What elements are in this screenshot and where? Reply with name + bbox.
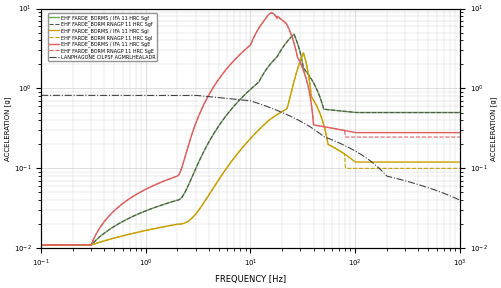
LANPHAGONE CILPSF AGMRLHEALADR xyxy=(448,195,454,198)
EHF FARDE_BORMS / IFA 11 HRC SgE xyxy=(217,76,223,79)
EHF FARDE_BORMS / IFA 11 HRC Sgl xyxy=(300,51,306,54)
LANPHAGONE CILPSF AGMRLHEALADR xyxy=(111,94,117,97)
Line: EHF FARDE_BORM RNAGP 11 HRC Sgl: EHF FARDE_BORM RNAGP 11 HRC Sgl xyxy=(41,53,460,245)
Line: LANPHAGONE CILPSF AGMRLHEALADR: LANPHAGONE CILPSF AGMRLHEALADR xyxy=(41,95,460,200)
EHF FARDE_BORMS / IFA 11 HRC SgE xyxy=(199,107,205,111)
EHF FARDE_BORM RNAGP 11 HRC SgE xyxy=(217,76,223,79)
EHF FARDE_BORM RNAGP 11 HRC Sgl xyxy=(404,167,410,170)
EHF FARDE_BORM RNAGP 11 HRC Sgf xyxy=(111,225,117,228)
EHF FARDE_BORM RNAGP 11 HRC Sgf xyxy=(38,243,44,247)
X-axis label: FREQUENCY [Hz]: FREQUENCY [Hz] xyxy=(215,275,286,284)
EHF FARDE_BORMS / IFA 11 HRC SgE xyxy=(457,131,463,134)
EHF FARDE_BORM RNAGP 11 HRC Sgf xyxy=(457,111,463,114)
Line: EHF FARDE_BORMS / IFA 11 HRC Sgf: EHF FARDE_BORMS / IFA 11 HRC Sgf xyxy=(41,34,460,245)
EHF FARDE_BORM RNAGP 11 HRC Sgl xyxy=(217,176,223,180)
EHF FARDE_BORMS / IFA 11 HRC Sgl xyxy=(86,243,92,247)
EHF FARDE_BORMS / IFA 11 HRC Sgf xyxy=(291,32,297,36)
Legend: EHF FARDE_BORMS / IFA 11 HRC Sgf, EHF FARDE_BORM RNAGP 11 HRC Sgf, EHF FARDE_BOR: EHF FARDE_BORMS / IFA 11 HRC Sgf, EHF FA… xyxy=(48,14,157,61)
EHF FARDE_BORM RNAGP 11 HRC SgE xyxy=(111,209,117,213)
EHF FARDE_BORMS / IFA 11 HRC Sgl xyxy=(111,236,117,240)
Line: EHF FARDE_BORM RNAGP 11 HRC SgE: EHF FARDE_BORM RNAGP 11 HRC SgE xyxy=(41,13,460,245)
EHF FARDE_BORM RNAGP 11 HRC Sgl xyxy=(38,243,44,247)
Y-axis label: ACCELERATION [g]: ACCELERATION [g] xyxy=(490,96,497,161)
LANPHAGONE CILPSF AGMRLHEALADR xyxy=(86,94,92,97)
LANPHAGONE CILPSF AGMRLHEALADR xyxy=(403,179,409,183)
LANPHAGONE CILPSF AGMRLHEALADR xyxy=(38,94,44,97)
EHF FARDE_BORMS / IFA 11 HRC Sgl xyxy=(404,160,410,164)
EHF FARDE_BORMS / IFA 11 HRC Sgf xyxy=(111,225,117,228)
EHF FARDE_BORM RNAGP 11 HRC SgE xyxy=(199,107,205,111)
EHF FARDE_BORM RNAGP 11 HRC Sgf xyxy=(291,33,297,36)
EHF FARDE_BORM RNAGP 11 HRC SgE xyxy=(86,243,92,247)
EHF FARDE_BORM RNAGP 11 HRC Sgl xyxy=(199,204,205,208)
Line: EHF FARDE_BORM RNAGP 11 HRC Sgf: EHF FARDE_BORM RNAGP 11 HRC Sgf xyxy=(41,34,460,245)
EHF FARDE_BORM RNAGP 11 HRC Sgl xyxy=(457,167,463,170)
EHF FARDE_BORMS / IFA 11 HRC SgE xyxy=(111,209,117,213)
LANPHAGONE CILPSF AGMRLHEALADR xyxy=(199,94,205,98)
EHF FARDE_BORMS / IFA 11 HRC SgE xyxy=(38,243,44,247)
Line: EHF FARDE_BORMS / IFA 11 HRC SgE: EHF FARDE_BORMS / IFA 11 HRC SgE xyxy=(41,13,460,245)
EHF FARDE_BORMS / IFA 11 HRC Sgf xyxy=(217,123,223,126)
EHF FARDE_BORMS / IFA 11 HRC Sgl xyxy=(457,160,463,164)
EHF FARDE_BORM RNAGP 11 HRC Sgf xyxy=(199,154,205,158)
EHF FARDE_BORM RNAGP 11 HRC Sgf xyxy=(217,123,223,126)
EHF FARDE_BORM RNAGP 11 HRC Sgl xyxy=(300,52,306,55)
EHF FARDE_BORM RNAGP 11 HRC SgE xyxy=(38,243,44,247)
Y-axis label: ACCELERATION [g]: ACCELERATION [g] xyxy=(4,96,11,161)
EHF FARDE_BORMS / IFA 11 HRC Sgl xyxy=(199,204,205,208)
EHF FARDE_BORM RNAGP 11 HRC Sgl xyxy=(111,236,117,240)
EHF FARDE_BORMS / IFA 11 HRC Sgf xyxy=(457,111,463,114)
EHF FARDE_BORMS / IFA 11 HRC SgE xyxy=(449,131,455,134)
EHF FARDE_BORMS / IFA 11 HRC Sgl xyxy=(38,243,44,247)
EHF FARDE_BORMS / IFA 11 HRC Sgf xyxy=(404,111,410,114)
EHF FARDE_BORM RNAGP 11 HRC Sgl xyxy=(449,167,455,170)
EHF FARDE_BORM RNAGP 11 HRC Sgf xyxy=(86,243,92,247)
LANPHAGONE CILPSF AGMRLHEALADR xyxy=(457,198,463,202)
EHF FARDE_BORMS / IFA 11 HRC Sgl xyxy=(449,160,455,164)
EHF FARDE_BORMS / IFA 11 HRC Sgf xyxy=(86,243,92,247)
EHF FARDE_BORMS / IFA 11 HRC SgE xyxy=(269,11,275,15)
Line: EHF FARDE_BORMS / IFA 11 HRC Sgl: EHF FARDE_BORMS / IFA 11 HRC Sgl xyxy=(41,53,460,245)
EHF FARDE_BORM RNAGP 11 HRC Sgl xyxy=(86,243,92,247)
LANPHAGONE CILPSF AGMRLHEALADR xyxy=(217,96,223,99)
EHF FARDE_BORM RNAGP 11 HRC SgE xyxy=(269,11,275,15)
EHF FARDE_BORM RNAGP 11 HRC SgE xyxy=(457,135,463,139)
EHF FARDE_BORM RNAGP 11 HRC SgE xyxy=(404,135,410,139)
EHF FARDE_BORMS / IFA 11 HRC Sgf xyxy=(38,243,44,247)
EHF FARDE_BORMS / IFA 11 HRC SgE xyxy=(404,131,410,134)
EHF FARDE_BORM RNAGP 11 HRC SgE xyxy=(449,135,455,139)
EHF FARDE_BORM RNAGP 11 HRC Sgf xyxy=(449,111,455,114)
EHF FARDE_BORMS / IFA 11 HRC Sgf xyxy=(449,111,455,114)
EHF FARDE_BORMS / IFA 11 HRC Sgl xyxy=(217,176,223,180)
EHF FARDE_BORM RNAGP 11 HRC Sgf xyxy=(404,111,410,114)
EHF FARDE_BORMS / IFA 11 HRC SgE xyxy=(86,243,92,247)
EHF FARDE_BORMS / IFA 11 HRC Sgf xyxy=(199,154,205,158)
